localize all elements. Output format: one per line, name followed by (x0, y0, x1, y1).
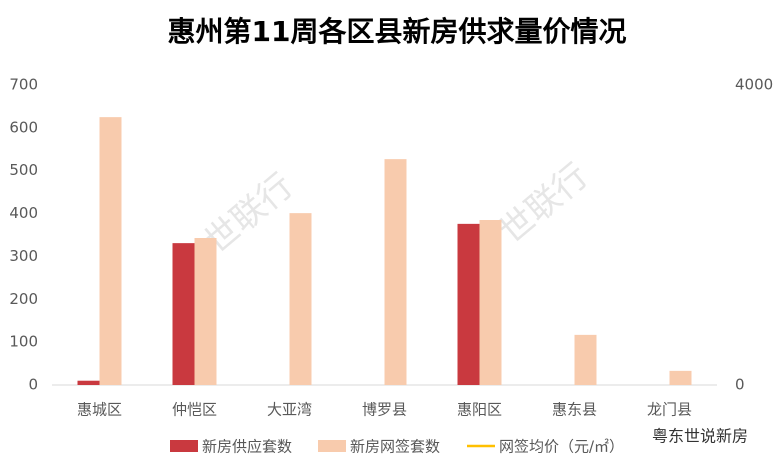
bar (669, 370, 692, 385)
legend-swatch (170, 440, 198, 452)
y2-tick-label: 4000 (735, 76, 773, 94)
bar (77, 380, 100, 385)
y-tick-label: 0 (28, 376, 38, 394)
bar (194, 238, 217, 385)
watermark: 世联行 (492, 156, 596, 252)
x-tick-label: 惠阳区 (457, 401, 502, 419)
y-tick-label: 100 (9, 333, 38, 351)
bar (384, 159, 407, 385)
x-tick-label: 龙门县 (647, 401, 692, 419)
y-tick-label: 400 (9, 204, 38, 222)
bar (289, 213, 312, 385)
legend-label: 新房网签套数 (350, 438, 440, 456)
bar (172, 243, 195, 385)
bar (479, 220, 502, 385)
legend-label: 新房供应套数 (202, 438, 292, 456)
x-tick-label: 博罗县 (362, 401, 407, 419)
legend-label: 网签均价（元/㎡） (499, 438, 624, 456)
y2-tick-label: 0 (735, 376, 745, 394)
bar (574, 334, 597, 385)
y-tick-label: 500 (9, 161, 38, 179)
x-tick-label: 大亚湾 (267, 401, 312, 419)
source: 粤东世说新房 (652, 427, 748, 446)
legend-swatch (318, 440, 346, 452)
bar (99, 117, 122, 386)
y-tick-label: 300 (9, 247, 38, 265)
x-tick-label: 惠城区 (77, 401, 122, 419)
y-tick-label: 200 (9, 290, 38, 308)
x-tick-label: 惠东县 (552, 401, 597, 419)
bar (457, 223, 480, 385)
y-tick-label: 600 (9, 118, 38, 136)
y-tick-label: 700 (9, 76, 38, 94)
x-tick-label: 仲恺区 (172, 401, 217, 419)
chart-title: 惠州第11周各区县新房供求量价情况 (168, 15, 627, 48)
